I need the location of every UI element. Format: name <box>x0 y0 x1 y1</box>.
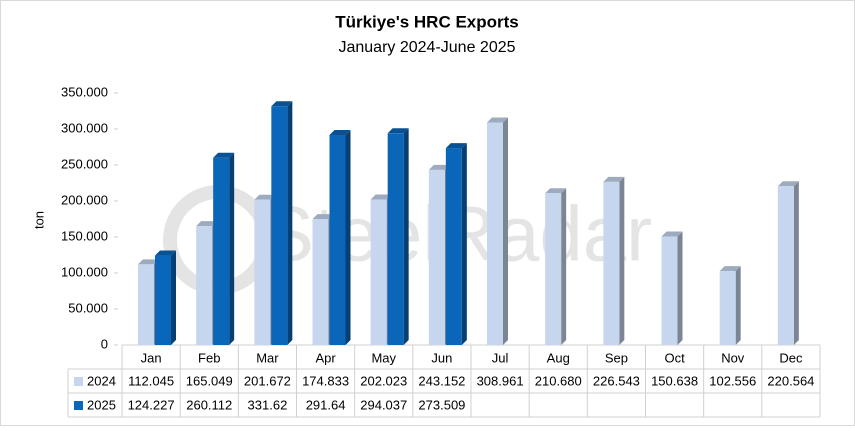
value-label: 260.112 <box>186 397 232 412</box>
y-tick-label: 50.000 <box>68 300 108 315</box>
bar <box>271 106 288 345</box>
bar <box>155 255 171 345</box>
bar <box>428 169 445 345</box>
value-label: 226.543 <box>593 373 640 388</box>
y-tick-label: 300.000 <box>61 120 108 135</box>
bar-top <box>271 101 293 107</box>
x-tick-label: May <box>371 350 396 365</box>
bar-top <box>312 214 334 220</box>
bar-top <box>387 128 409 134</box>
value-label: 201.672 <box>244 373 291 388</box>
bar-side <box>677 231 683 345</box>
bar <box>387 133 404 345</box>
legend-swatch <box>74 377 83 386</box>
value-label: 102.556 <box>709 373 756 388</box>
bar <box>487 122 503 345</box>
bar-side <box>287 101 293 345</box>
bar-top <box>370 194 392 200</box>
legend-label: 2024 <box>87 373 116 388</box>
bar <box>603 181 620 345</box>
bar-side <box>345 130 351 345</box>
y-tick-label: 200.000 <box>61 192 108 207</box>
bar-side <box>503 117 508 345</box>
legend-label: 2025 <box>87 397 116 412</box>
bar-top <box>155 250 176 256</box>
bar-side <box>793 181 799 345</box>
value-label: 202.023 <box>360 373 407 388</box>
value-label: 243.152 <box>418 373 465 388</box>
bar-side <box>229 152 235 345</box>
y-tick-label: 0 <box>101 336 108 351</box>
x-tick-label: Mar <box>256 350 279 365</box>
bar <box>196 226 213 345</box>
bar-top <box>777 181 799 187</box>
bar-top <box>254 194 276 200</box>
value-label: 294.037 <box>360 397 407 412</box>
x-tick-label: Sep <box>605 350 628 365</box>
x-tick-label: Apr <box>315 350 336 365</box>
x-tick-label: Nov <box>721 350 745 365</box>
x-tick-label: Dec <box>779 350 803 365</box>
bar <box>445 148 462 345</box>
bar <box>370 199 387 345</box>
bar-side <box>561 188 567 345</box>
bar-side <box>619 176 625 345</box>
bar <box>213 157 230 345</box>
value-label: 308.961 <box>477 373 524 388</box>
bar-top <box>487 117 508 123</box>
bar-side <box>171 250 176 345</box>
y-tick-label: 350.000 <box>61 84 108 99</box>
y-axis-label: ton <box>31 211 46 229</box>
bar <box>254 199 271 345</box>
value-label: 124.227 <box>128 397 175 412</box>
value-label: 210.680 <box>535 373 582 388</box>
bar-side <box>403 128 409 345</box>
bar <box>661 236 678 345</box>
bar-top <box>213 152 235 158</box>
bar <box>719 271 736 345</box>
x-tick-label: Jul <box>492 350 509 365</box>
chart-title: Türkiye's HRC Exports <box>335 12 519 31</box>
bar-side <box>461 143 467 345</box>
bar-top <box>428 164 450 170</box>
y-tick-label: 150.000 <box>61 228 108 243</box>
bar-top <box>445 143 467 149</box>
y-tick-label: 250.000 <box>61 156 108 171</box>
value-label: 150.638 <box>651 373 698 388</box>
value-label: 112.045 <box>128 373 174 388</box>
value-label: 291.64 <box>306 397 346 412</box>
chart-subtitle: January 2024-June 2025 <box>338 39 515 56</box>
bar-top <box>196 221 218 227</box>
bar <box>545 193 562 345</box>
x-tick-label: Aug <box>547 350 570 365</box>
bar-side <box>735 266 741 345</box>
bar-top <box>603 176 625 182</box>
value-label: 220.564 <box>767 373 814 388</box>
bar-top <box>545 188 567 194</box>
x-tick-label: Feb <box>198 350 220 365</box>
x-tick-label: Jan <box>141 350 162 365</box>
legend-swatch <box>74 401 83 410</box>
bar <box>138 264 154 345</box>
bar-top <box>661 231 683 237</box>
bar-top <box>138 259 159 265</box>
y-tick-label: 100.000 <box>61 264 108 279</box>
bar <box>777 186 794 345</box>
value-label: 331.62 <box>248 397 288 412</box>
value-label: 165.049 <box>186 373 233 388</box>
bar-top <box>719 266 741 272</box>
x-tick-label: Jun <box>431 350 452 365</box>
bar <box>329 135 346 345</box>
bar <box>312 219 329 345</box>
value-label: 273.509 <box>418 397 465 412</box>
value-label: 174.833 <box>302 373 349 388</box>
x-tick-label: Oct <box>664 350 685 365</box>
bar-top <box>329 130 351 136</box>
